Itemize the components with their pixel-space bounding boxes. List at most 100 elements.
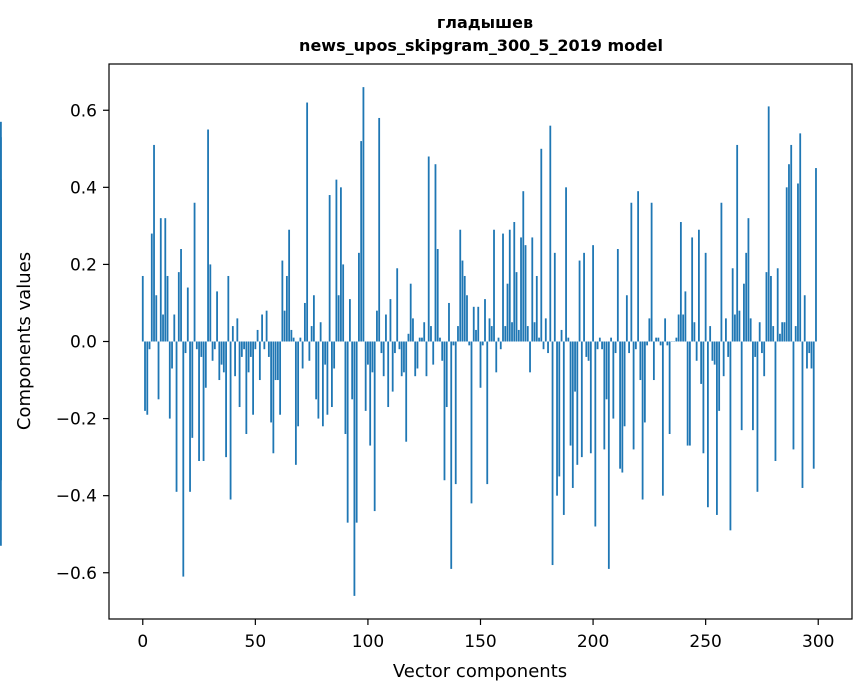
bar — [792, 341, 795, 450]
bar — [162, 314, 164, 342]
bar — [808, 341, 811, 354]
bar — [524, 245, 527, 342]
bar — [472, 306, 475, 342]
bar — [274, 341, 277, 381]
bar — [727, 341, 730, 357]
bar — [303, 302, 306, 342]
bar — [571, 341, 574, 488]
bar — [797, 183, 799, 342]
bar — [603, 341, 606, 450]
bar — [144, 341, 146, 411]
bar — [756, 341, 759, 492]
bar — [414, 341, 417, 377]
bar — [520, 237, 522, 342]
bar — [312, 295, 315, 342]
bar — [369, 341, 372, 446]
bar — [641, 341, 644, 500]
x-tick-label: 200 — [577, 632, 609, 652]
bar — [567, 337, 570, 342]
x-axis-label: Vector components — [393, 661, 567, 682]
bar — [245, 341, 248, 434]
bar — [337, 295, 340, 342]
bar — [184, 341, 187, 354]
bar — [754, 341, 757, 357]
bar — [439, 337, 441, 342]
bar — [722, 341, 725, 377]
bar — [562, 341, 565, 515]
bar — [495, 341, 498, 373]
bar — [209, 264, 212, 342]
bar — [675, 337, 678, 342]
bar — [729, 341, 732, 531]
bar — [301, 341, 304, 369]
bar — [222, 341, 225, 373]
bar — [294, 341, 297, 465]
bar — [247, 341, 250, 373]
bar — [801, 341, 804, 488]
bar — [459, 229, 462, 342]
bar — [0, 341, 2, 369]
bar — [806, 341, 808, 369]
bar — [488, 318, 491, 342]
bar — [186, 287, 189, 342]
bar — [497, 337, 500, 342]
bar — [569, 341, 572, 446]
bar — [452, 341, 455, 346]
bar — [484, 299, 486, 342]
bar — [619, 341, 621, 469]
bar — [621, 341, 624, 473]
bar — [583, 252, 585, 342]
bar — [643, 341, 646, 423]
bar — [688, 341, 691, 446]
bar — [218, 341, 221, 381]
bar — [177, 272, 180, 342]
bar — [200, 341, 203, 357]
bar — [540, 148, 543, 342]
bar — [189, 341, 191, 492]
bar — [193, 202, 196, 342]
bar — [716, 341, 718, 515]
bar — [349, 299, 351, 342]
bar — [258, 341, 261, 381]
bar — [279, 341, 282, 415]
bar — [743, 283, 745, 342]
bar — [529, 341, 531, 373]
bar — [430, 326, 432, 342]
bar — [720, 202, 723, 342]
bar — [448, 302, 450, 342]
bar — [533, 322, 536, 342]
bar — [265, 310, 268, 342]
bar — [418, 337, 421, 342]
bar — [506, 283, 509, 342]
bar — [353, 341, 356, 596]
bar — [159, 218, 162, 342]
bar — [659, 341, 662, 346]
bar — [614, 341, 617, 354]
bar — [175, 341, 178, 492]
bar — [594, 341, 597, 527]
bar — [0, 326, 2, 342]
bar — [153, 144, 155, 342]
bar — [551, 341, 554, 566]
bar — [470, 341, 473, 504]
bar — [281, 260, 284, 342]
bar — [544, 318, 547, 342]
bar — [794, 326, 797, 342]
y-tick-label: 0.2 — [70, 255, 97, 275]
bar — [220, 341, 223, 365]
bar — [231, 326, 234, 342]
bar — [173, 314, 176, 342]
bar — [682, 314, 685, 342]
bar — [141, 275, 144, 342]
bar — [731, 268, 734, 342]
x-tick-label: 50 — [245, 632, 267, 652]
bar — [549, 125, 552, 342]
bar — [157, 341, 160, 400]
bar — [346, 341, 349, 523]
bar — [326, 341, 329, 415]
bar — [400, 341, 403, 377]
bar — [355, 341, 358, 523]
bar — [630, 202, 633, 342]
bars — [0, 87, 817, 596]
bar — [628, 341, 630, 354]
